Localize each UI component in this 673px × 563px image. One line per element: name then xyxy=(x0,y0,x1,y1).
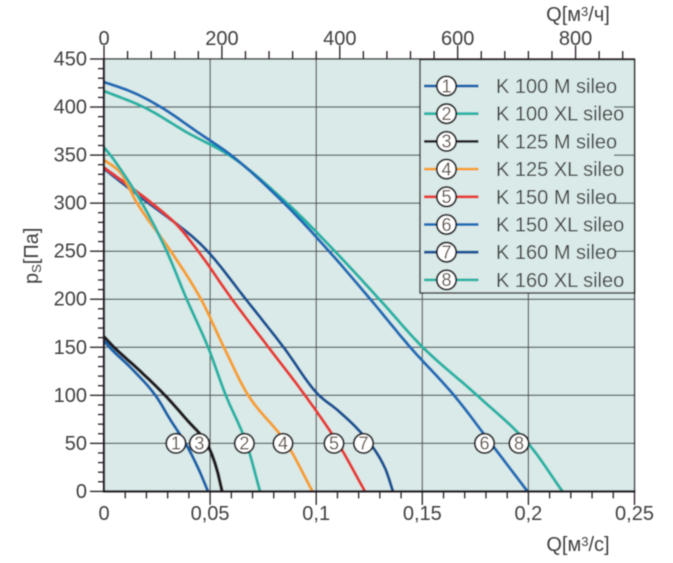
svg-text:7: 7 xyxy=(441,243,451,263)
svg-text:0,05: 0,05 xyxy=(191,503,230,525)
svg-text:6: 6 xyxy=(441,215,451,235)
svg-text:1: 1 xyxy=(171,434,181,454)
svg-text:8: 8 xyxy=(441,270,451,290)
svg-text:5: 5 xyxy=(329,434,339,454)
svg-text:250: 250 xyxy=(54,241,87,263)
svg-text:600: 600 xyxy=(441,28,474,50)
svg-text:pS[Па]: pS[Па] xyxy=(21,228,44,284)
svg-text:K 125 M sileo: K 125 M sileo xyxy=(496,131,617,153)
svg-text:800: 800 xyxy=(559,28,592,50)
svg-text:200: 200 xyxy=(54,289,87,311)
svg-text:0: 0 xyxy=(98,503,109,525)
svg-text:5: 5 xyxy=(441,187,451,207)
svg-text:Q[м3/с]: Q[м3/с] xyxy=(546,534,609,556)
svg-text:0,1: 0,1 xyxy=(302,503,330,525)
svg-text:150: 150 xyxy=(54,337,87,359)
svg-text:0,15: 0,15 xyxy=(403,503,442,525)
svg-text:4: 4 xyxy=(441,159,451,179)
svg-text:2: 2 xyxy=(441,104,451,124)
svg-text:0: 0 xyxy=(76,481,87,503)
svg-text:200: 200 xyxy=(205,28,238,50)
svg-text:1: 1 xyxy=(441,76,451,96)
svg-text:3: 3 xyxy=(194,434,204,454)
svg-text:K 125 XL sileo: K 125 XL sileo xyxy=(496,159,624,181)
svg-text:2: 2 xyxy=(239,434,249,454)
svg-text:8: 8 xyxy=(514,434,524,454)
svg-text:0: 0 xyxy=(98,28,109,50)
svg-text:K 100 XL sileo: K 100 XL sileo xyxy=(496,104,624,126)
svg-text:4: 4 xyxy=(278,434,288,454)
svg-text:50: 50 xyxy=(65,433,87,455)
svg-text:100: 100 xyxy=(54,385,87,407)
svg-text:K 100 M sileo: K 100 M sileo xyxy=(496,76,617,98)
svg-text:0,25: 0,25 xyxy=(615,503,654,525)
svg-text:450: 450 xyxy=(54,49,87,71)
svg-text:6: 6 xyxy=(479,434,489,454)
svg-text:K 160 XL sileo: K 160 XL sileo xyxy=(496,270,624,292)
svg-text:400: 400 xyxy=(54,97,87,119)
svg-text:400: 400 xyxy=(323,28,356,50)
svg-text:7: 7 xyxy=(358,434,368,454)
svg-text:K 150 M sileo: K 150 M sileo xyxy=(496,187,617,209)
svg-text:350: 350 xyxy=(54,145,87,167)
svg-text:300: 300 xyxy=(54,193,87,215)
svg-text:K 150 XL sileo: K 150 XL sileo xyxy=(496,215,624,237)
svg-text:0,2: 0,2 xyxy=(514,503,542,525)
svg-text:3: 3 xyxy=(441,132,451,152)
svg-text:K 160 M sileo: K 160 M sileo xyxy=(496,242,617,264)
svg-text:Q[м3/ч]: Q[м3/ч] xyxy=(546,4,610,26)
